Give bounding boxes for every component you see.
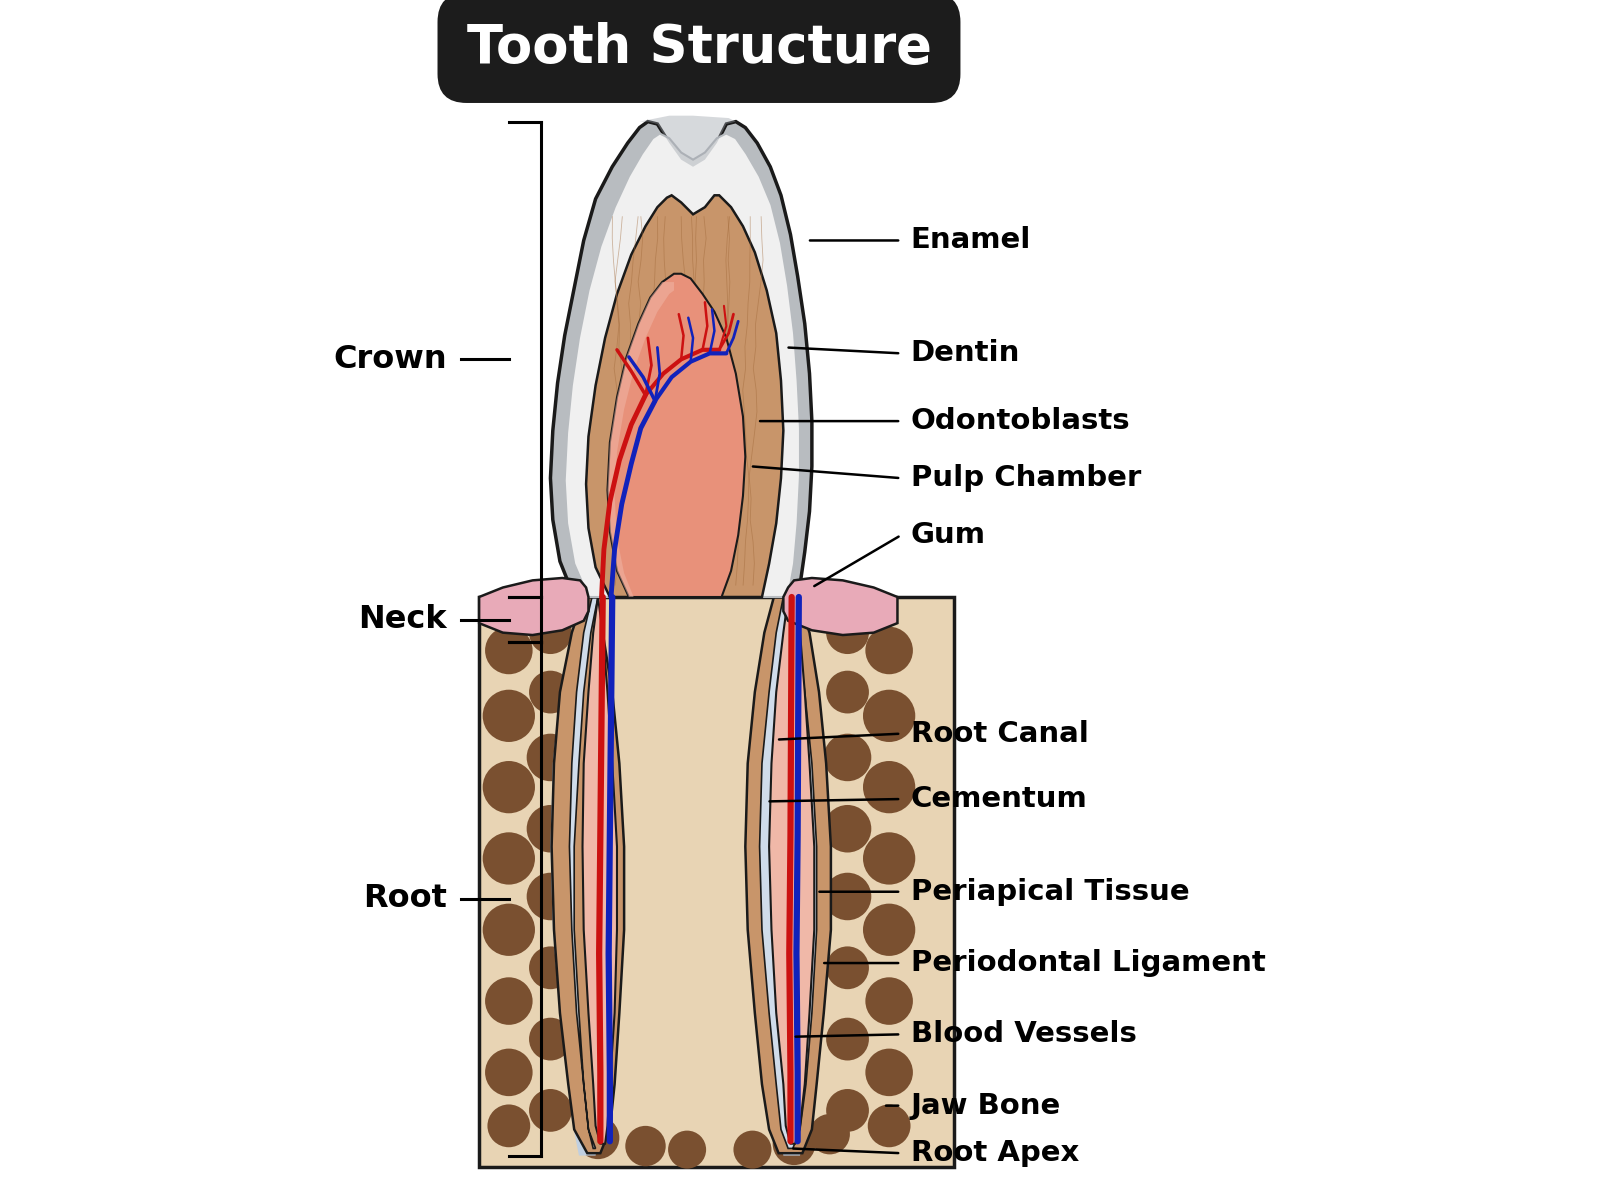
Circle shape [866, 1048, 914, 1096]
Circle shape [867, 1104, 910, 1147]
Text: Neck: Neck [358, 604, 446, 635]
Circle shape [485, 978, 533, 1024]
Polygon shape [760, 597, 816, 1149]
Circle shape [483, 761, 534, 813]
Text: Cementum: Cementum [910, 784, 1088, 813]
Polygon shape [582, 597, 618, 1144]
Circle shape [530, 1089, 571, 1132]
Polygon shape [640, 116, 736, 167]
Circle shape [862, 761, 915, 813]
Circle shape [866, 627, 914, 675]
Circle shape [824, 873, 872, 921]
Polygon shape [784, 578, 898, 635]
Text: Root Apex: Root Apex [910, 1139, 1078, 1168]
Circle shape [826, 947, 869, 989]
Polygon shape [565, 134, 800, 597]
Circle shape [483, 690, 534, 741]
Bar [478, 597, 955, 1168]
Polygon shape [478, 578, 589, 635]
Polygon shape [550, 597, 614, 1156]
Polygon shape [770, 597, 814, 1144]
Polygon shape [746, 597, 830, 1153]
Circle shape [485, 1048, 533, 1096]
Circle shape [862, 832, 915, 885]
Circle shape [530, 611, 571, 654]
Polygon shape [586, 196, 784, 597]
Circle shape [733, 1131, 771, 1169]
Circle shape [826, 1089, 869, 1132]
Circle shape [826, 611, 869, 654]
Polygon shape [550, 122, 811, 597]
Circle shape [530, 947, 571, 989]
Circle shape [826, 671, 869, 714]
Polygon shape [757, 597, 821, 1156]
Circle shape [485, 627, 533, 675]
Circle shape [669, 1131, 706, 1169]
Text: Gum: Gum [910, 522, 986, 549]
Text: Pulp Chamber: Pulp Chamber [910, 464, 1141, 492]
Circle shape [824, 805, 872, 853]
Text: Periapical Tissue: Periapical Tissue [910, 878, 1189, 906]
Circle shape [773, 1122, 816, 1165]
Polygon shape [608, 282, 674, 597]
Circle shape [526, 733, 574, 781]
Circle shape [483, 904, 534, 956]
Circle shape [526, 805, 574, 853]
Circle shape [530, 671, 571, 714]
Text: Periodontal Ligament: Periodontal Ligament [910, 949, 1266, 977]
Text: Enamel: Enamel [910, 227, 1030, 254]
Text: Jaw Bone: Jaw Bone [910, 1091, 1061, 1120]
Circle shape [810, 1114, 850, 1155]
Circle shape [526, 873, 574, 921]
Polygon shape [552, 597, 624, 1153]
Text: Root Canal: Root Canal [910, 720, 1088, 747]
Text: Crown: Crown [333, 344, 446, 375]
Circle shape [626, 1126, 666, 1167]
Text: Blood Vessels: Blood Vessels [910, 1021, 1136, 1048]
Polygon shape [608, 273, 746, 597]
Circle shape [488, 1104, 530, 1147]
Text: Dentin: Dentin [910, 339, 1019, 368]
Circle shape [576, 1116, 619, 1159]
Circle shape [483, 832, 534, 885]
Circle shape [862, 904, 915, 956]
Circle shape [862, 690, 915, 741]
Circle shape [866, 978, 914, 1024]
Polygon shape [570, 597, 598, 1149]
Text: Tooth Structure: Tooth Structure [467, 21, 931, 74]
Circle shape [826, 1017, 869, 1060]
Text: Odontoblasts: Odontoblasts [910, 407, 1130, 435]
Circle shape [530, 1017, 571, 1060]
Text: Root: Root [363, 884, 446, 915]
Circle shape [824, 733, 872, 781]
